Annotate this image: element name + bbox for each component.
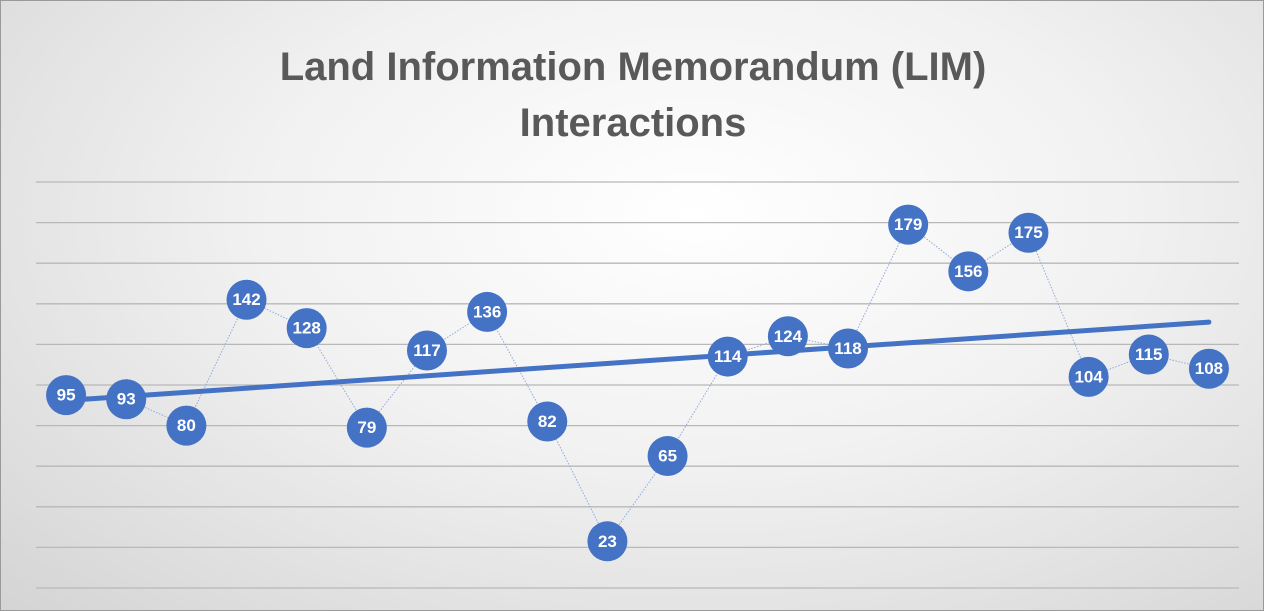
marker	[1068, 356, 1109, 397]
data-label: 80	[177, 416, 196, 435]
marker	[106, 379, 147, 420]
chart-title: Land Information Memorandum (LIM) Intera…	[279, 45, 987, 145]
data-label: 124	[774, 327, 803, 346]
data-label: 118	[834, 339, 861, 358]
marker	[1188, 348, 1229, 389]
data-label: 179	[894, 215, 922, 234]
data-label: 65	[658, 447, 677, 466]
data-label: 82	[538, 412, 557, 431]
data-label: 95	[57, 386, 76, 405]
data-label: 104	[1074, 367, 1103, 386]
marker	[527, 401, 568, 442]
data-label: 23	[598, 532, 617, 551]
data-label: 79	[357, 418, 376, 437]
marker	[166, 405, 207, 446]
marker	[587, 521, 628, 562]
data-label: 108	[1195, 359, 1223, 378]
trendline	[63, 319, 1212, 404]
data-label: 128	[292, 319, 320, 338]
marker	[467, 291, 508, 332]
marker	[707, 336, 748, 377]
marker	[767, 316, 808, 357]
marker	[346, 407, 387, 448]
marker	[406, 330, 447, 371]
marker	[226, 279, 267, 320]
marker	[1008, 212, 1049, 253]
data-label: 175	[1014, 223, 1042, 242]
marker	[1128, 334, 1169, 375]
marker	[46, 375, 87, 416]
marker	[888, 204, 929, 245]
marker	[828, 328, 869, 369]
data-line	[66, 223, 1210, 543]
data-label: 136	[473, 302, 501, 321]
marker	[948, 251, 989, 292]
data-label: 115	[1135, 345, 1162, 364]
data-label: 114	[714, 347, 742, 366]
data-label: 93	[117, 390, 136, 409]
data-label: 156	[954, 262, 982, 281]
marker	[286, 308, 327, 349]
data-label: 117	[413, 341, 440, 360]
marker	[647, 436, 688, 477]
data-label: 142	[232, 290, 260, 309]
